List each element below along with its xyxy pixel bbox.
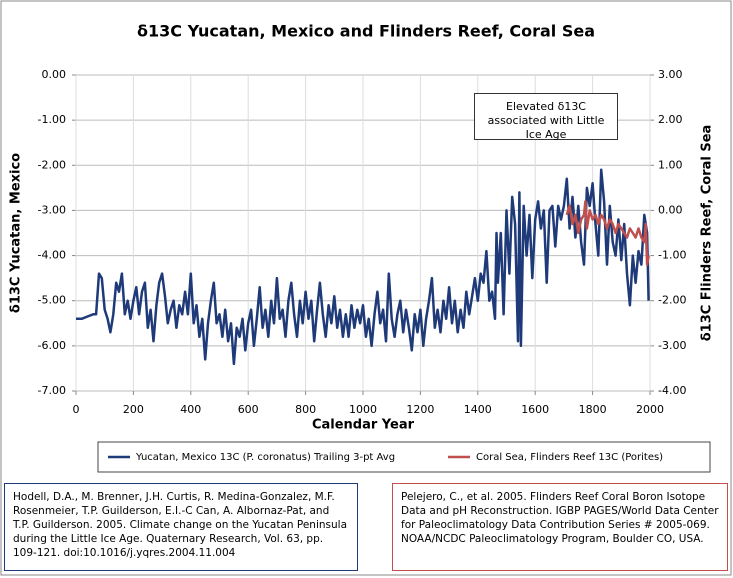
y-tick-label: -2.00 bbox=[38, 158, 66, 171]
x-tick-label: 400 bbox=[180, 403, 201, 416]
y2-tick-label: -1.00 bbox=[658, 249, 686, 262]
x-tick-label: 800 bbox=[295, 403, 316, 416]
x-tick-label: 1000 bbox=[349, 403, 377, 416]
x-axis-title: Calendar Year bbox=[312, 418, 415, 433]
y-tick-label: 0.00 bbox=[42, 68, 67, 81]
y-tick-label: -3.00 bbox=[38, 203, 66, 216]
y2-tick-label: 2.00 bbox=[658, 113, 683, 126]
x-tick-label: 1600 bbox=[521, 403, 549, 416]
y-tick-label: -7.00 bbox=[38, 384, 66, 397]
x-tick-label: 0 bbox=[73, 403, 80, 416]
y-tick-label: -1.00 bbox=[38, 113, 66, 126]
x-tick-label: 600 bbox=[238, 403, 259, 416]
y2-tick-label: -4.00 bbox=[658, 384, 686, 397]
legend-box bbox=[97, 441, 711, 473]
source-citation: Hodell, D.A., M. Brenner, J.H. Curtis, R… bbox=[4, 483, 358, 571]
legend-label: Yucatan, Mexico 13C (P. coronatus) Trail… bbox=[135, 452, 395, 463]
x-tick-label: 1200 bbox=[406, 403, 434, 416]
y2-tick-label: 3.00 bbox=[658, 68, 683, 81]
y2-axis-title: δ13C Flinders Reef, Coral Sea bbox=[700, 125, 715, 342]
data-line bbox=[76, 168, 650, 366]
data-line bbox=[565, 200, 650, 266]
y-tick-label: -6.00 bbox=[38, 339, 66, 352]
chart-title: δ13C Yucatan, Mexico and Flinders Reef, … bbox=[137, 22, 595, 41]
x-tick-label: 2000 bbox=[636, 403, 664, 416]
y2-tick-label: 0.00 bbox=[658, 203, 683, 216]
source-citation: Pelejero, C., et al. 2005. Flinders Reef… bbox=[392, 483, 728, 571]
x-tick-label: 1400 bbox=[464, 403, 492, 416]
y-axis-title: δ13C Yucatan, Mexico bbox=[9, 153, 24, 313]
y2-tick-label: 1.00 bbox=[658, 158, 683, 171]
y-tick-label: -4.00 bbox=[38, 249, 66, 262]
y-tick-label: -5.00 bbox=[38, 294, 66, 307]
x-tick-label: 1800 bbox=[579, 403, 607, 416]
legend-label: Coral Sea, Flinders Reef 13C (Porites) bbox=[476, 452, 663, 463]
y2-tick-label: -3.00 bbox=[658, 339, 686, 352]
x-tick-label: 200 bbox=[123, 403, 144, 416]
annotation: Elevated δ13C associated with Little Ice… bbox=[474, 93, 618, 141]
y2-tick-label: -2.00 bbox=[658, 294, 686, 307]
